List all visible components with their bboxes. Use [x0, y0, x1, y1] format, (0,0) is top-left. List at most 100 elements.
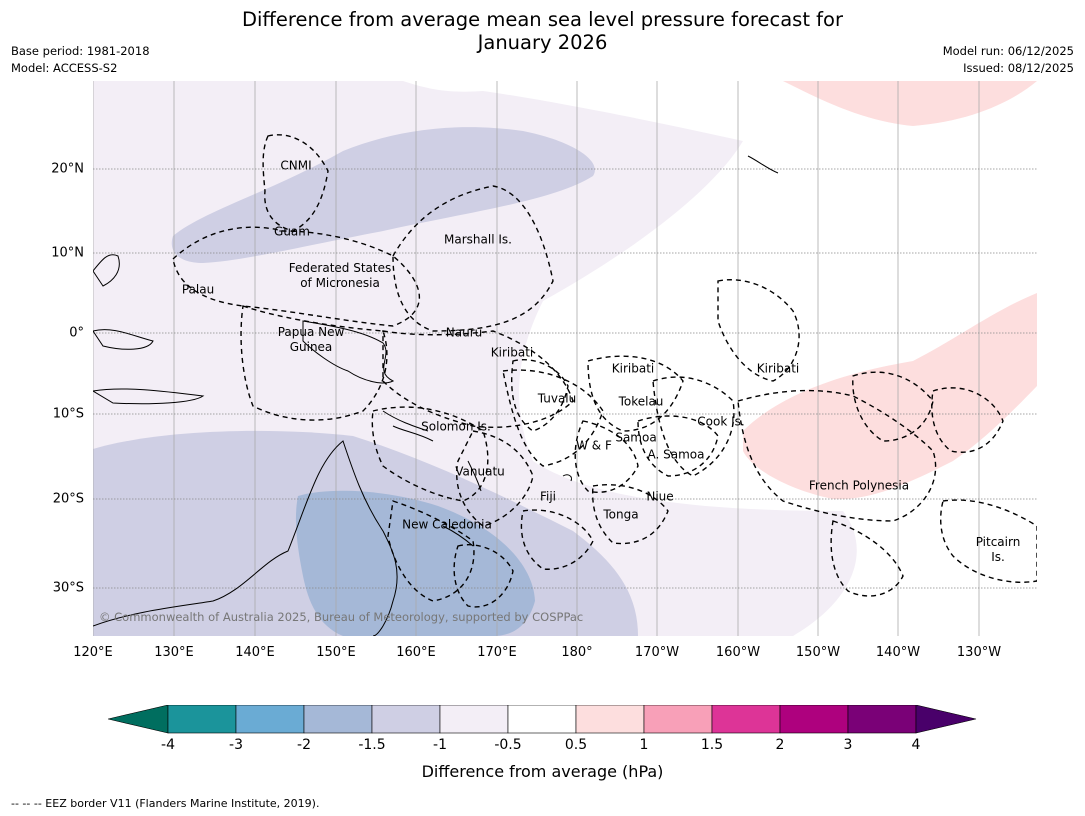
eez-border-4 — [382, 330, 574, 428]
place-label: Federated States of Micronesia — [288, 261, 392, 290]
title-line-1: Difference from average mean sea level p… — [242, 8, 843, 31]
colorbar-tick-label: -2 — [297, 737, 311, 753]
place-label: Solomon Is. — [421, 419, 491, 434]
longitude-label: 170°E — [477, 645, 517, 660]
eez-border-19 — [852, 371, 934, 442]
place-label: Pitcairn Is. — [975, 535, 1021, 564]
colorbar-tick-label: 2 — [775, 737, 785, 753]
coastline-0 — [93, 440, 398, 636]
eez-border-6 — [511, 359, 569, 432]
longitude-label: 120°E — [73, 645, 113, 660]
colorbar-tick-label: -0.5 — [494, 737, 522, 753]
colorbar-segment — [439, 705, 509, 734]
model-run: Model run: 06/12/2025 — [942, 44, 1074, 58]
map-svg — [93, 81, 1037, 636]
place-label: Tonga — [603, 507, 639, 522]
coastline-3 — [93, 329, 154, 350]
place-label: CNMI — [280, 158, 312, 173]
chart-title: Difference from average mean sea level p… — [0, 8, 1085, 54]
coastline-5 — [382, 410, 434, 442]
colorbar-tick-label: 0.5 — [564, 737, 588, 753]
coastline-8 — [562, 474, 572, 482]
footer-note: -- -- -- EEZ border V11 (Flanders Marine… — [11, 797, 320, 810]
colorbar-tick-label: -1 — [433, 737, 447, 753]
eez-border-16 — [652, 376, 735, 477]
place-label: W & F — [576, 438, 612, 453]
longitude-label: 180° — [561, 645, 593, 660]
colorbar-tick-label: 4 — [911, 737, 921, 753]
anomaly-region-weak-positive-east — [743, 293, 1037, 500]
eez-border-1 — [172, 226, 421, 327]
colorbar-tick-label: 3 — [843, 737, 853, 753]
colorbar-segment — [779, 705, 849, 734]
colorbar-segment — [847, 705, 917, 734]
longitude-label: 130°E — [154, 645, 194, 660]
longitude-label: 160°E — [396, 645, 436, 660]
place-label: Niue — [646, 489, 674, 504]
eez-border-14 — [520, 509, 594, 570]
longitude-label: 140°W — [875, 645, 921, 660]
copyright-notice: © Commonwealth of Australia 2025, Bureau… — [99, 610, 584, 624]
map-panel: © Commonwealth of Australia 2025, Bureau… — [93, 81, 1037, 636]
place-label: Tokelau — [618, 394, 664, 409]
eez-border-12 — [387, 500, 475, 602]
colorbar-segment — [643, 705, 713, 734]
place-label: Cook Is. — [697, 414, 745, 429]
eez-border-15 — [591, 484, 669, 545]
eez-border-21 — [830, 520, 904, 597]
colorbar-segment — [371, 705, 441, 734]
longitude-label: 150°E — [316, 645, 356, 660]
eez-border-18 — [737, 389, 937, 522]
place-label: Kiribati — [756, 361, 800, 376]
anomaly-region-weak-positive-north — [783, 81, 1037, 126]
colorbar-tick-label: -3 — [229, 737, 243, 753]
longitude-label: 140°E — [235, 645, 275, 660]
colorbar-tick-label: -1.5 — [358, 737, 386, 753]
colorbar-segment — [235, 705, 305, 734]
eez-border-3 — [240, 305, 388, 421]
longitude-label: 130°W — [956, 645, 1002, 660]
title-line-2: January 2026 — [477, 31, 608, 54]
colorbar-tick-label: 1.5 — [700, 737, 724, 753]
coastline-9 — [747, 155, 779, 174]
place-label: A. Samoa — [647, 447, 705, 462]
eez-border-13 — [453, 544, 514, 608]
latitude-label: 30°S — [52, 580, 84, 596]
place-label: Fiji — [539, 489, 557, 504]
meta-right: Model run: 06/12/2025 Issued: 08/12/2025 — [943, 43, 1074, 77]
coastline-1 — [302, 320, 395, 384]
longitude-label: 150°W — [795, 645, 841, 660]
colorbar-tick-label: -4 — [161, 737, 175, 753]
colorbar-segment — [711, 705, 781, 734]
eez-border-7 — [456, 430, 534, 527]
colorbar-label: Difference from average (hPa) — [421, 762, 664, 781]
place-label: New Caledonia — [402, 517, 492, 532]
colorbar-segment — [507, 705, 577, 734]
issued-date: Issued: 08/12/2025 — [963, 61, 1074, 75]
eez-border-5 — [371, 406, 489, 502]
colorbar-segment — [167, 705, 237, 734]
place-label: Nauru — [445, 325, 483, 340]
base-period: Base period: 1981-2018 — [11, 44, 150, 58]
place-label: Kiribati — [490, 345, 534, 360]
colorbar-extend-high — [915, 705, 977, 734]
eez-border-11 — [637, 415, 719, 477]
place-label: Papua New Guinea — [277, 325, 345, 354]
place-label: Tuvalu — [537, 391, 577, 406]
colorbar-tick-label: 1 — [639, 737, 649, 753]
coastline-4 — [93, 388, 205, 405]
latitude-label: 20°N — [51, 161, 84, 177]
eez-border-8 — [502, 369, 604, 467]
colorbar-segment — [575, 705, 645, 734]
latitude-label: 10°S — [52, 406, 84, 422]
place-label: Guam — [274, 224, 310, 239]
longitude-label: 170°W — [634, 645, 680, 660]
latitude-label: 10°N — [51, 245, 84, 261]
longitude-label: 160°W — [715, 645, 761, 660]
coastline-6 — [467, 460, 482, 492]
colorbar-segment — [303, 705, 373, 734]
model-name: Model: ACCESS-S2 — [11, 61, 118, 75]
colorbar — [108, 705, 977, 734]
place-label: Vanuatu — [455, 464, 505, 479]
place-label: Marshall Is. — [444, 232, 512, 247]
